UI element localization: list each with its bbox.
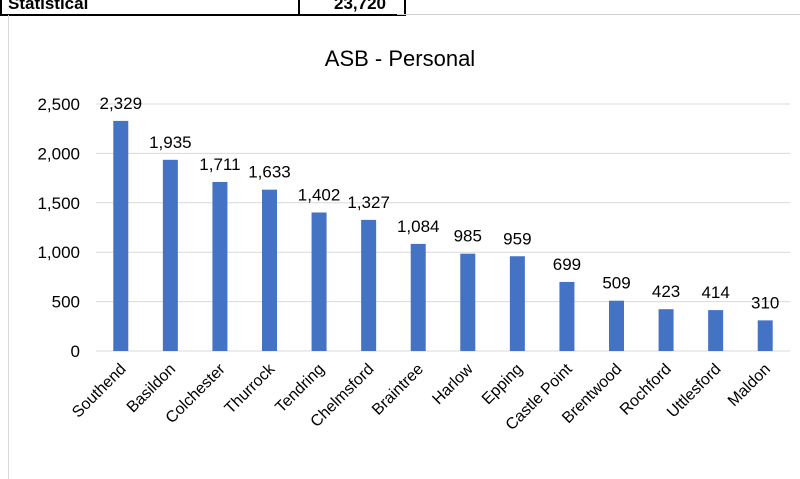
bar-maldon [757, 320, 773, 351]
bar-castle-point [559, 281, 575, 351]
spreadsheet-cell-border [397, 0, 800, 15]
data-label: 414 [701, 283, 729, 302]
data-label: 2,329 [100, 94, 143, 113]
data-label: 423 [652, 282, 680, 301]
x-category-label: Maldon [725, 361, 774, 410]
x-category-label: Uttlesford [664, 361, 724, 421]
data-label: 1,402 [298, 185, 341, 204]
x-category-label: Thurrock [222, 360, 279, 417]
y-tick-label: 0 [71, 342, 80, 361]
y-tick-label: 1,500 [37, 194, 80, 213]
bar-rochford [658, 309, 674, 351]
x-category-label: Southend [69, 361, 129, 421]
x-axis-categories: SouthendBasildonColchesterThurrockTendri… [69, 360, 774, 434]
bar-braintree [410, 243, 426, 351]
y-axis-ticks: 0 500 1,000 1,500 2,000 2,500 [37, 95, 80, 361]
bar-colchester [212, 181, 228, 351]
bar-basildon [162, 159, 178, 351]
chart-title: ASB - Personal [325, 46, 475, 71]
bar-harlow [460, 253, 476, 351]
data-label: 959 [503, 229, 531, 248]
gridlines [96, 103, 790, 352]
header-row-label: Statistical [2, 0, 300, 14]
bar-epping [509, 256, 525, 351]
x-category-label: Braintree [369, 361, 427, 419]
data-labels: 2,329 1,935 1,711 1,633 1,402 1,327 1,084 985 95… [100, 94, 780, 312]
data-label: 310 [751, 293, 779, 312]
data-label: 1,935 [149, 133, 192, 152]
data-label: 1,084 [397, 217, 440, 236]
bar-chelmsford [361, 219, 377, 351]
header-row-value: 23,720 [334, 0, 386, 13]
x-category-label: Epping [479, 361, 526, 408]
x-category-label: Harlow [429, 360, 477, 408]
data-label: 699 [553, 255, 581, 274]
y-tick-label: 2,500 [37, 95, 80, 114]
y-tick-label: 1,000 [37, 243, 80, 262]
chart-area[interactable] [8, 15, 800, 479]
y-tick-label: 500 [52, 293, 80, 312]
y-tick-label: 2,000 [37, 144, 80, 163]
data-label: 1,633 [248, 163, 291, 182]
data-label: 1,327 [347, 193, 390, 212]
bar-tendring [311, 212, 327, 351]
data-label: 1,711 [199, 155, 240, 174]
spreadsheet-header-row: Statistical 23,720 [0, 0, 406, 16]
bar-southend [113, 120, 129, 351]
bar-thurrock [262, 189, 277, 351]
data-label: 985 [454, 227, 482, 246]
bar-brentwood [609, 300, 624, 351]
data-label: 509 [602, 274, 630, 293]
bar-uttlesford [708, 310, 724, 351]
bars [113, 120, 773, 351]
